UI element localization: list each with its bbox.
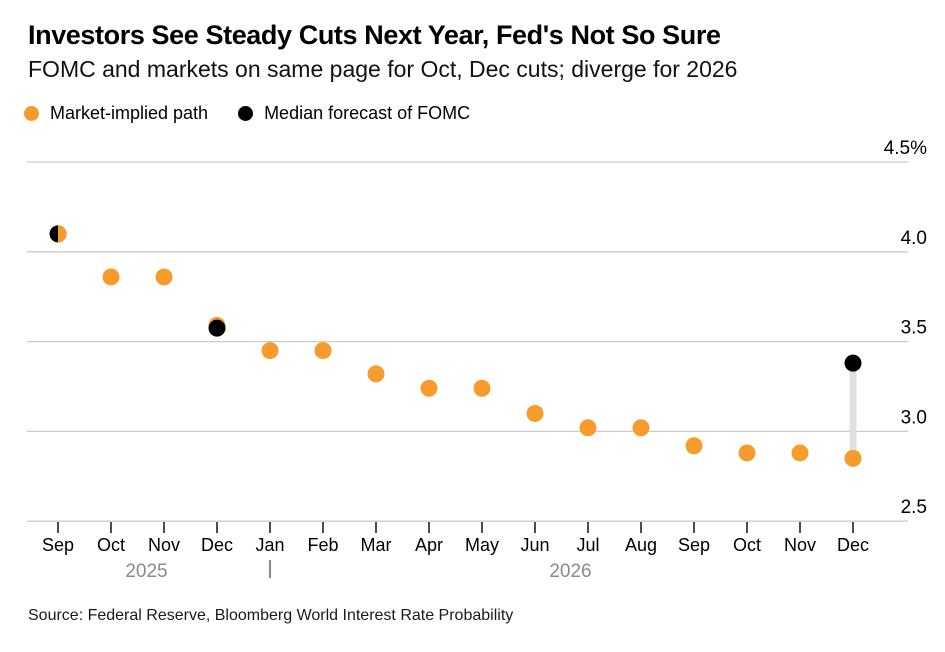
x-axis-label: Nov bbox=[784, 535, 816, 555]
fomc-dot-icon bbox=[238, 106, 254, 121]
market-point bbox=[420, 379, 438, 397]
x-axis-label: Sep bbox=[42, 535, 74, 555]
chart-subtitle: FOMC and markets on same page for Oct, D… bbox=[28, 56, 738, 82]
market-point bbox=[261, 342, 279, 360]
y-axis-label: 2.5 bbox=[901, 497, 927, 518]
x-axis-label: Oct bbox=[97, 535, 125, 555]
y-axis-label: 3.0 bbox=[901, 407, 927, 428]
market-point bbox=[526, 404, 544, 422]
legend: Market-implied path Median forecast of F… bbox=[24, 103, 470, 124]
x-axis-label: Oct bbox=[733, 535, 761, 555]
market-point bbox=[579, 419, 597, 437]
rate-path-chart: 4.5% 4.0 3.5 3.0 2.5 Sep Oct Nov Dec Jan Feb Mar Apr… bbox=[27, 138, 927, 582]
market-point bbox=[314, 342, 332, 360]
x-axis-label: Jun bbox=[520, 535, 549, 555]
x-axis-label: Feb bbox=[307, 535, 338, 555]
x-axis-label: Aug bbox=[625, 535, 657, 555]
market-point bbox=[844, 449, 862, 467]
fomc-point bbox=[208, 319, 226, 337]
market-dot-icon bbox=[24, 106, 39, 121]
legend-label-fomc: Median forecast of FOMC bbox=[264, 103, 471, 123]
source-note: Source: Federal Reserve, Bloomberg World… bbox=[28, 607, 514, 624]
x-axis-label: Apr bbox=[415, 535, 443, 555]
market-point bbox=[632, 419, 650, 437]
x-axis-label: Jan bbox=[255, 535, 284, 555]
fomc-point bbox=[844, 354, 862, 372]
market-point bbox=[155, 268, 173, 286]
year-label: 2025 bbox=[125, 561, 167, 582]
x-axis-label: Jul bbox=[576, 535, 599, 555]
y-axis-label: 3.5 bbox=[901, 318, 927, 339]
year-label: 2026 bbox=[549, 561, 591, 582]
page-title: Investors See Steady Cuts Next Year, Fed… bbox=[28, 20, 721, 50]
market-point bbox=[685, 437, 703, 455]
legend-item-market: Market-implied path bbox=[24, 103, 208, 124]
x-axis-label: Mar bbox=[361, 535, 392, 555]
x-axis-label: May bbox=[465, 535, 499, 555]
y-axis-label: 4.5% bbox=[884, 138, 927, 159]
market-point bbox=[102, 268, 120, 286]
market-point bbox=[473, 379, 491, 397]
legend-item-fomc: Median forecast of FOMC bbox=[238, 103, 470, 124]
market-point bbox=[791, 444, 809, 462]
x-axis-label: Sep bbox=[678, 535, 710, 555]
x-axis-label: Dec bbox=[837, 535, 869, 555]
y-axis-label: 4.0 bbox=[901, 228, 927, 249]
market-point bbox=[367, 365, 385, 383]
overlap-point-market-half bbox=[58, 225, 67, 243]
legend-label-market: Market-implied path bbox=[50, 103, 209, 123]
market-point bbox=[738, 444, 756, 462]
x-axis-label: Nov bbox=[148, 535, 180, 555]
x-axis-label: Dec bbox=[201, 535, 233, 555]
